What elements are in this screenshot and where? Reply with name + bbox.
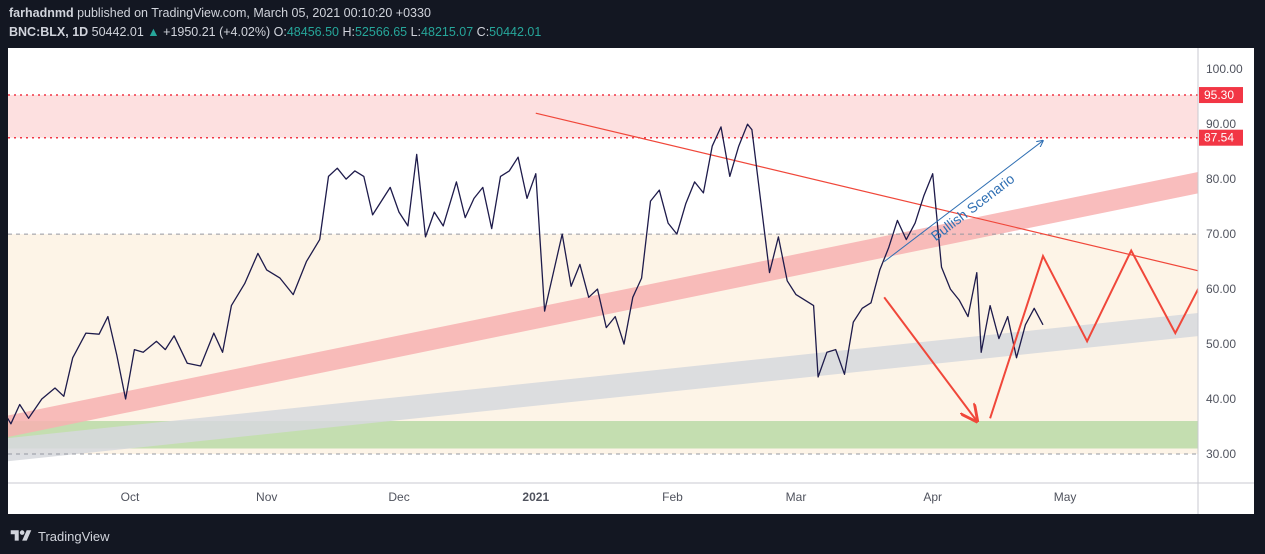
plot-area[interactable]: Bullish Scenario xyxy=(8,94,1254,462)
y-tick-label: 70.00 xyxy=(1206,227,1236,241)
y-tick-label: 80.00 xyxy=(1206,172,1236,186)
footer: TradingView xyxy=(10,526,110,546)
x-tick-label: 2021 xyxy=(522,490,549,504)
price-badge-1[interactable] xyxy=(1199,129,1243,146)
publish-line: farhadnmd published on TradingView.com, … xyxy=(9,6,431,20)
red-resistance-zone xyxy=(8,95,1198,138)
high-value: 52566.65 xyxy=(354,25,408,39)
x-tick-label: May xyxy=(1054,490,1077,504)
y-tick-label: 100.00 xyxy=(1206,62,1243,76)
y-tick-label: 30.00 xyxy=(1206,447,1236,461)
bullish-arrow[interactable] xyxy=(883,141,1043,263)
open-label: O: xyxy=(273,25,287,39)
x-tick-label: Nov xyxy=(256,490,277,504)
author-name[interactable]: farhadnmd xyxy=(9,6,74,20)
tradingview-brand[interactable]: TradingView xyxy=(38,528,110,544)
open-value: 48456.50 xyxy=(286,25,339,39)
high-label: H: xyxy=(342,25,355,39)
chart-panel[interactable]: Bullish Scenario 30.00 40.00 50.00 60.00 70.0… xyxy=(8,48,1254,514)
change-arrow-icon: ▲ xyxy=(147,25,160,39)
descending-trendline[interactable] xyxy=(535,112,1254,286)
y-tick-label: 90.00 xyxy=(1206,117,1236,131)
low-label: L: xyxy=(410,25,422,39)
x-tick-label: Oct xyxy=(121,490,140,504)
symbol-label[interactable]: BNC:BLX, 1D xyxy=(9,25,89,39)
price-badge-label: 95.30 xyxy=(1204,88,1234,102)
y-tick-label: 60.00 xyxy=(1206,282,1236,296)
low-value: 48215.07 xyxy=(421,25,474,39)
y-tick-label: 50.00 xyxy=(1206,337,1236,351)
tradingview-logo-icon[interactable] xyxy=(10,528,32,544)
x-tick-label: Feb xyxy=(662,490,683,504)
change-value: +1950.21 (+4.02%) xyxy=(163,25,271,39)
last-price: 50442.01 xyxy=(91,25,144,39)
close-label: C: xyxy=(476,25,490,39)
x-tick-label: Mar xyxy=(786,490,807,504)
lower-grey-channel[interactable] xyxy=(8,313,1254,462)
price-badge-label: 87.54 xyxy=(1204,131,1234,145)
x-tick-label: Apr xyxy=(923,490,942,504)
projection-down-arrow[interactable] xyxy=(883,296,977,421)
price-badge-0[interactable] xyxy=(1199,87,1243,104)
projection-zigzag-arrow[interactable] xyxy=(989,226,1254,419)
ohlc-line: BNC:BLX, 1D 50442.01 ▲ +1950.21 (+4.02%)… xyxy=(9,25,541,39)
price-line[interactable] xyxy=(8,123,1044,433)
close-value: 50442.01 xyxy=(489,25,542,39)
y-tick-label: 40.00 xyxy=(1206,392,1236,406)
x-tick-label: Dec xyxy=(388,490,409,504)
upper-red-channel[interactable] xyxy=(8,169,1254,437)
published-text: published on TradingView.com, March 05, … xyxy=(77,6,431,20)
